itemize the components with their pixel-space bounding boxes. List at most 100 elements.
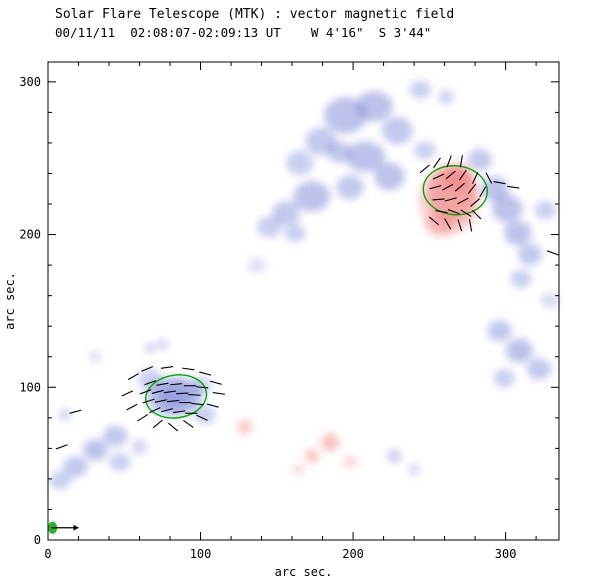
vector-tick (144, 380, 157, 386)
vector-tick (442, 183, 454, 191)
neg-blob (345, 141, 386, 172)
vector-tick (137, 414, 149, 422)
axis-ticks (47, 62, 559, 541)
vector-tick (433, 157, 441, 169)
vector-tick (176, 392, 189, 395)
neg-blob (409, 80, 431, 99)
vector-tick (428, 216, 439, 226)
vector-tick (446, 155, 452, 168)
negative-field-layer (49, 80, 560, 490)
vector-tick (156, 382, 169, 386)
vector-tick (141, 366, 154, 372)
vector-tick (471, 210, 482, 220)
x-tick-label: 200 (342, 547, 364, 561)
pos-blob (321, 433, 340, 452)
neg-blob (505, 338, 534, 363)
vector-tick (183, 419, 194, 428)
vector-tick (163, 390, 177, 394)
vector-tick (142, 398, 155, 404)
axis-labels: 0 100 200 300 0 100 200 300 arc sec. arc sec. (3, 75, 516, 579)
vector-tick (168, 422, 179, 432)
vector-tick (445, 170, 456, 180)
field-contour (145, 374, 208, 419)
neg-blob (510, 269, 532, 289)
y-tick-label: 200 (19, 228, 41, 242)
neg-blob (256, 216, 282, 238)
neg-blob (407, 463, 421, 476)
plot-frame (47, 61, 560, 541)
vector-tick (472, 172, 479, 184)
vector-tick (139, 389, 152, 395)
neg-blob (336, 175, 364, 200)
pos-blob (342, 456, 358, 469)
vector-tick (458, 169, 467, 181)
neg-blob (145, 342, 155, 353)
neg-blob (293, 181, 331, 212)
vector-tick (429, 185, 442, 190)
pos-blob (424, 211, 456, 237)
positive-field-layer (237, 164, 480, 476)
neg-blob (356, 91, 393, 122)
y-axis-title: arc sec. (3, 272, 17, 330)
vector-tick (191, 402, 204, 406)
pos-blob (237, 419, 253, 435)
neg-blob (247, 257, 267, 273)
pos-blob (304, 448, 320, 464)
neg-blob (137, 368, 163, 391)
vector-tick (127, 373, 139, 381)
neg-blob (194, 405, 216, 424)
neg-blob (487, 320, 512, 342)
neg-blob (49, 471, 71, 490)
neg-blob (83, 439, 108, 461)
field-contour (422, 165, 488, 216)
vector-ticks-layer (55, 155, 559, 450)
vector-tick (160, 408, 174, 413)
neg-blob (157, 384, 192, 409)
neg-blob (467, 149, 492, 171)
neg-blob (102, 425, 128, 447)
vector-tick (444, 197, 457, 202)
neg-blob (327, 141, 352, 163)
vector-tick (432, 173, 445, 180)
neg-blob (131, 439, 148, 455)
neg-blob (58, 408, 71, 421)
x-tick-label: 0 (44, 547, 51, 561)
x-tick-label: 100 (190, 547, 212, 561)
vector-tick (212, 391, 225, 395)
vector-tick (195, 386, 209, 389)
vector-tick (457, 219, 463, 232)
vector-tick (69, 409, 82, 414)
vector-tick (444, 218, 452, 230)
vector-tick (121, 390, 134, 397)
vector-tick (152, 419, 163, 429)
vector-tick (199, 371, 212, 376)
vector-tick (507, 185, 520, 189)
vector-tick (166, 399, 180, 403)
neg-blob (386, 448, 402, 464)
neg-blob (157, 339, 167, 350)
vector-tick (457, 197, 469, 205)
vector-tick (447, 209, 460, 215)
neg-blob (438, 89, 454, 105)
neg-blob (89, 350, 102, 363)
vector-tick (209, 380, 222, 385)
vector-tick (154, 399, 167, 403)
vector-tick (173, 410, 186, 414)
plot-title: Solar Flare Telescope (MTK) : vector mag… (55, 7, 455, 22)
vector-tick (188, 394, 201, 396)
vector-tick (459, 155, 463, 168)
vector-tick (493, 181, 506, 185)
y-tick-label: 100 (19, 380, 41, 394)
vector-tick (151, 389, 164, 394)
neg-blob (109, 452, 131, 472)
neg-blob (517, 243, 543, 266)
vector-tick (419, 164, 430, 174)
x-axis-title: arc sec. (275, 565, 333, 579)
vector-tick (432, 198, 445, 201)
neg-blob (382, 116, 413, 145)
vector-tick (206, 403, 219, 408)
x-tick-label: 300 (495, 547, 517, 561)
neg-blob (526, 358, 552, 380)
vector-tick (149, 407, 161, 414)
neg-blob (374, 162, 405, 191)
